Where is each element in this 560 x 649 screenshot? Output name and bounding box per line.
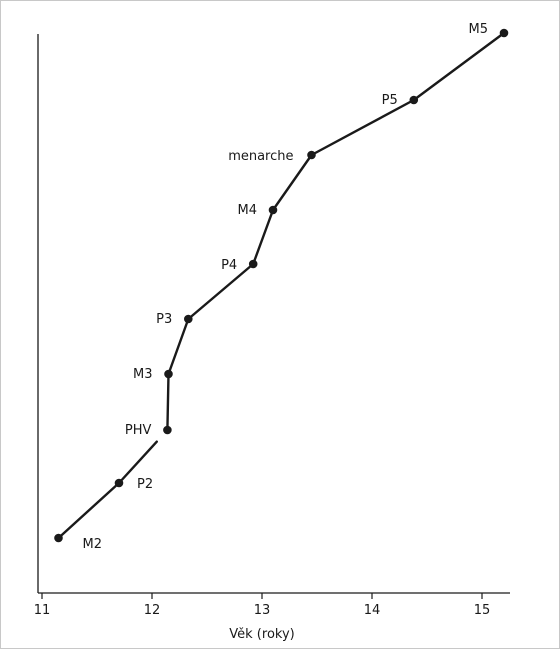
point-m3 (164, 369, 173, 379)
point-m5 (499, 28, 509, 38)
point-p4 (248, 259, 258, 269)
segment-m3-p3 (167, 317, 190, 376)
label-p2: P2 (137, 477, 153, 492)
segment-p2-phv (117, 440, 158, 485)
segment-m4-menarche (271, 153, 313, 212)
point-m2 (54, 533, 63, 543)
segment-menarche-p5 (310, 98, 415, 157)
label-m5: M5 (469, 22, 489, 37)
x-tick-labels: 11 12 13 14 15 (34, 603, 491, 618)
segment-p3-p4 (187, 262, 255, 321)
label-m4: M4 (238, 203, 258, 218)
point-p3 (184, 314, 193, 324)
point-labels: M2 P2 PHV M3 P3 P4 M4 menarche P5 M5 (83, 22, 489, 552)
label-m2: M2 (83, 537, 103, 552)
connecting-lines (57, 31, 506, 540)
point-p5 (409, 95, 419, 105)
x-tick-label: 14 (364, 603, 381, 618)
point-m4 (268, 205, 278, 215)
x-tick-label: 12 (144, 603, 161, 618)
segment-p5-m5 (412, 31, 506, 102)
segment-phv-m3 (166, 372, 170, 432)
label-p4: P4 (221, 258, 237, 273)
x-axis-title: Věk (roky) (229, 627, 294, 642)
data-points (54, 28, 509, 543)
label-menarche: menarche (228, 149, 293, 164)
label-phv: PHV (125, 423, 152, 438)
label-m3: M3 (133, 367, 153, 382)
label-p3: P3 (156, 312, 172, 327)
point-phv (163, 425, 172, 435)
label-p5: P5 (382, 93, 398, 108)
point-p2 (114, 478, 124, 488)
segment-p4-m4 (251, 208, 275, 266)
segment-m2-p2 (57, 481, 121, 540)
x-tick-label: 13 (254, 603, 271, 618)
point-menarche (307, 150, 316, 160)
x-tick-label: 11 (34, 603, 51, 618)
axes (37, 34, 510, 599)
x-tick-label: 15 (474, 603, 491, 618)
